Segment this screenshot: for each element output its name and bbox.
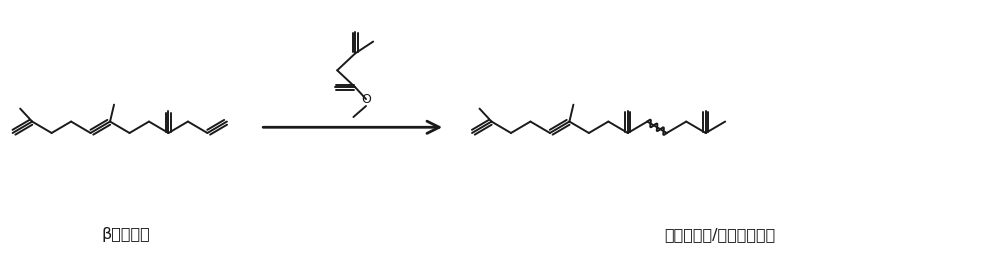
Text: β－法尼烯: β－法尼烯 <box>101 227 150 242</box>
Text: O: O <box>361 93 371 105</box>
Text: 法尼基丙酮/异法尼基丙酮: 法尼基丙酮/异法尼基丙酮 <box>664 227 775 242</box>
